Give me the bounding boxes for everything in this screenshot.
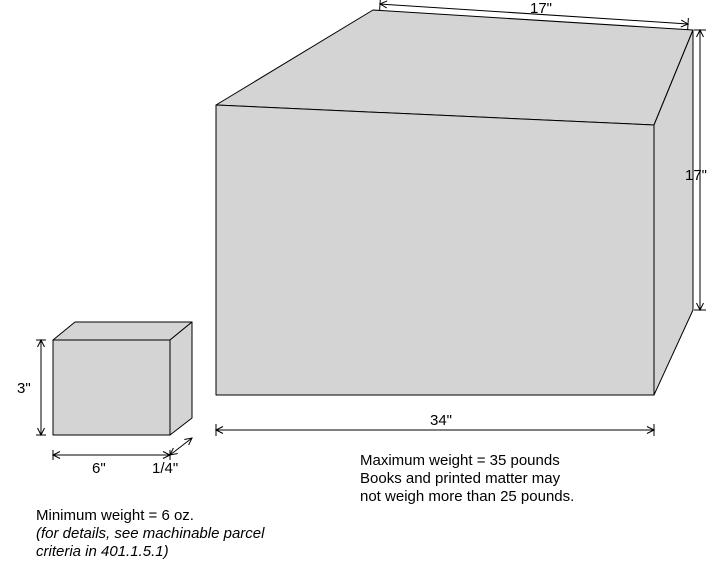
large-depth-dim-label: 17" <box>530 0 552 17</box>
small-depth-dim <box>170 438 192 455</box>
small-box-side <box>170 322 192 435</box>
large-depth-dim-tick <box>380 0 381 10</box>
small-depth-dim-label: 1/4" <box>152 460 178 477</box>
large-height-dim-label: 17" <box>685 167 707 184</box>
min-weight-detail-line: criteria in 401.1.5.1) <box>36 543 169 560</box>
small-height-dim-label: 3" <box>17 380 31 397</box>
large-width-dim-label: 34" <box>430 412 452 429</box>
large-box-top <box>216 10 693 125</box>
max-weight-note-line: not weigh more than 25 pounds. <box>360 488 574 505</box>
small-box-top <box>53 322 192 340</box>
max-weight-note-line: Books and printed matter may <box>360 470 561 487</box>
min-weight-detail-line: (for details, see machinable parcel <box>36 525 265 542</box>
large-depth-dim-tick <box>688 18 689 30</box>
large-box-front <box>216 105 654 395</box>
small-box-front <box>53 340 170 435</box>
max-weight-note-line: Maximum weight = 35 pounds <box>360 452 560 469</box>
small-width-dim-label: 6" <box>92 460 106 477</box>
min-weight-title: Minimum weight = 6 oz. <box>36 507 194 524</box>
